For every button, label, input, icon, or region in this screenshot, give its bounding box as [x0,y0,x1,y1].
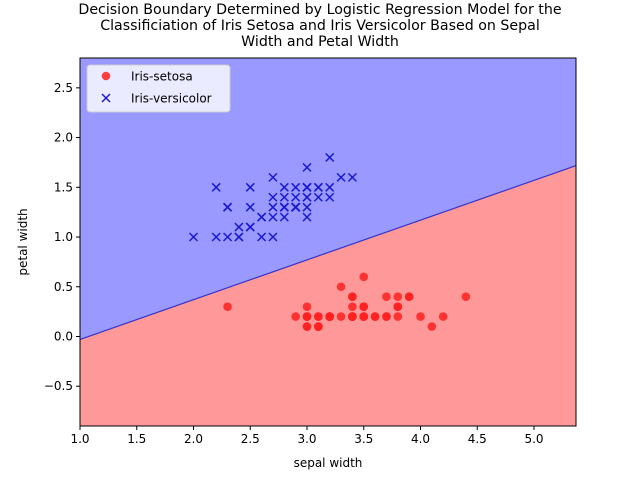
versicolor-point [302,212,312,222]
chart-title: Decision Boundary Determined by Logistic… [78,2,561,50]
versicolor-point [291,192,301,202]
y-tick-label: 1.0 [54,230,73,244]
x-tick-label: 1.5 [127,432,146,446]
versicolor-point [268,192,278,202]
x-axis-label: sepal width [294,456,363,470]
setosa-point [223,302,232,311]
versicolor-point [223,202,233,212]
versicolor-point [211,232,221,242]
setosa-point [302,322,312,331]
x-tick-label: 5.0 [524,432,543,446]
setosa-point [348,302,357,311]
versicolor-point [302,182,312,192]
versicolor-point [313,182,323,192]
versicolor-point [347,172,357,182]
versicolor-point [211,182,221,192]
y-tick-label: 1.5 [54,180,73,194]
setosa-point [302,312,312,321]
versicolor-point [302,162,312,172]
y-tick-label: 2.5 [54,81,73,95]
y-tick-label: 0.5 [54,280,73,294]
setosa-point [325,312,335,321]
versicolor-point [188,232,199,242]
versicolor-point [279,202,289,212]
legend-label: Iris-setosa [131,70,193,84]
versicolor-point [291,182,301,192]
legend-marker-versicolor [101,93,111,103]
setosa-point [359,302,369,311]
setosa-point [427,322,437,331]
setosa-point [336,282,346,292]
setosa-point [393,302,403,311]
x-tick-label: 4.0 [411,432,430,446]
versicolor-point [325,152,335,162]
versicolor-point [291,202,301,212]
legend-label: Iris-versicolor [131,92,212,106]
legend-marker-setosa [101,71,111,81]
versicolor-point [313,192,323,202]
x-tick-label: 2.0 [184,432,203,446]
setosa-point [438,312,448,321]
chart-title-line: Width and Petal Width [241,34,399,50]
setosa-point [348,312,357,321]
setosa-point [359,272,369,282]
setosa-point [404,292,414,302]
x-tick-label: 2.5 [241,432,260,446]
setosa-point [314,312,323,321]
x-tick-label: 3.0 [297,432,316,446]
versicolor-point [245,202,255,212]
setosa-point [416,312,425,321]
versicolor-point [257,212,267,222]
legend-box [86,64,231,113]
versicolor-point [302,192,312,202]
decision-boundary-line [80,164,576,341]
versicolor-point [336,172,346,182]
setosa-point [393,312,403,321]
setosa-point [461,292,471,302]
versicolor-point [302,202,312,212]
data-points [188,152,471,331]
legend: Iris-setosa Iris-versicolor [86,64,231,113]
versicolor-point [223,232,233,242]
x-tick-label: 1.0 [70,432,89,446]
setosa-point [314,322,323,331]
chart-title-line: Decision Boundary Determined by Logistic… [78,2,561,18]
x-tick-label: 3.5 [354,432,373,446]
plot-frame [79,57,577,427]
versicolor-point [325,182,335,192]
y-axis-label: petal width [16,208,30,275]
setosa-point [382,292,391,302]
setosa-point [348,292,357,302]
setosa-point [359,312,369,321]
versicolor-point [268,212,278,222]
chart-title-line: Classificiation of Iris Setosa and Iris … [100,18,540,34]
setosa-point [336,312,346,321]
versicolor-point [279,212,289,222]
y-tick-label: −0.5 [44,379,73,393]
versicolor-point [268,232,278,242]
setosa-point [393,292,403,302]
x-tick-label: 4.5 [468,432,487,446]
versicolor-point [279,182,289,192]
x-axis-ticks: 1.0 1.5 2.0 2.5 3.0 3.5 4.0 4.5 5.0 [70,426,544,446]
versicolor-point [234,232,244,242]
versicolor-point [245,222,255,232]
y-tick-label: 0.0 [54,329,73,343]
setosa-point [382,312,391,321]
y-axis-ticks: −0.5 0.0 0.5 1.0 1.5 2.0 2.5 [44,81,80,393]
versicolor-point [325,192,335,202]
decision-region-setosa [80,165,576,426]
versicolor-point [234,222,244,232]
setosa-point [370,312,380,321]
versicolor-point [268,202,278,212]
versicolor-point [257,232,267,242]
versicolor-point [279,192,289,202]
versicolor-point [268,172,278,182]
setosa-point [291,312,300,321]
y-tick-label: 2.0 [54,131,73,145]
versicolor-point [245,182,255,192]
setosa-point [302,302,312,311]
